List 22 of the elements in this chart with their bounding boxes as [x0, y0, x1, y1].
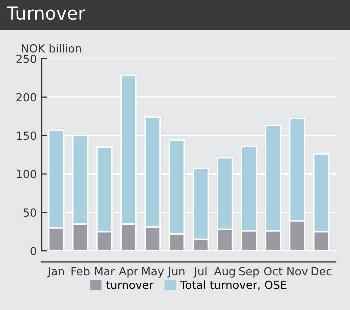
y-tick-label: 200: [16, 93, 36, 102]
x-tick-label: Oct: [264, 267, 283, 276]
x-tick-label: Mar: [95, 267, 116, 276]
x-tick-label: Dec: [312, 267, 332, 276]
legend-label: Total turnover, OSE: [180, 280, 287, 290]
y-tick-label: 250: [16, 54, 36, 64]
x-tick-label: Apr: [119, 267, 138, 278]
x-tick-label: Sep: [240, 267, 260, 278]
x-tick-label: Jul: [194, 267, 207, 278]
x-tick-label: Jun: [168, 267, 185, 278]
legend-label: turnover: [106, 281, 154, 290]
x-tick-label: Feb: [72, 267, 90, 276]
x-tick-label: Aug: [214, 267, 235, 278]
y-tick-label: 0: [30, 247, 36, 256]
y-tick-label: 100: [17, 170, 36, 179]
x-tick-label: May: [142, 267, 164, 278]
y-tick-label: 50: [24, 208, 36, 218]
x-tick-label: Jan: [47, 267, 64, 278]
x-tick-label: Nov: [288, 267, 308, 276]
chart-title: Turnover: [6, 6, 86, 20]
y-tick-label: 150: [17, 132, 36, 140]
y-axis-title: NOK billion: [22, 44, 82, 53]
